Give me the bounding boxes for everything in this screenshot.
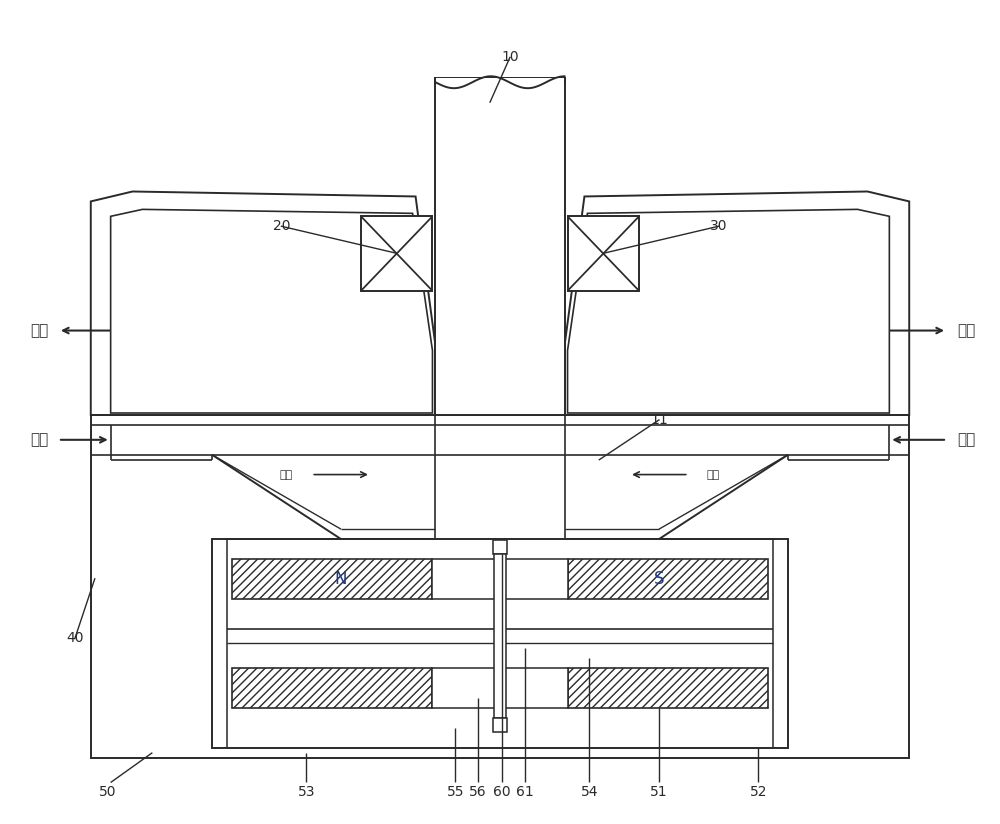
Text: 53: 53 bbox=[298, 785, 315, 799]
Polygon shape bbox=[433, 63, 567, 77]
Text: S: S bbox=[654, 570, 664, 588]
Polygon shape bbox=[493, 540, 507, 554]
Polygon shape bbox=[91, 415, 909, 757]
Polygon shape bbox=[212, 539, 788, 747]
Text: 20: 20 bbox=[273, 219, 290, 233]
Text: 10: 10 bbox=[501, 50, 519, 64]
Polygon shape bbox=[565, 191, 909, 415]
Text: 55: 55 bbox=[447, 785, 464, 799]
Text: 出水: 出水 bbox=[957, 323, 975, 338]
Text: 进水: 进水 bbox=[957, 433, 975, 447]
Polygon shape bbox=[232, 668, 432, 708]
Text: 水压: 水压 bbox=[280, 470, 293, 480]
Text: 54: 54 bbox=[581, 785, 598, 799]
Text: 56: 56 bbox=[469, 785, 487, 799]
Text: 30: 30 bbox=[710, 219, 727, 233]
Polygon shape bbox=[232, 559, 432, 599]
Polygon shape bbox=[568, 668, 768, 708]
Polygon shape bbox=[432, 668, 568, 708]
Polygon shape bbox=[568, 209, 889, 413]
Text: 50: 50 bbox=[99, 785, 116, 799]
Text: 11: 11 bbox=[650, 413, 668, 427]
Text: 进水: 进水 bbox=[30, 433, 48, 447]
Text: N: N bbox=[335, 570, 347, 588]
Polygon shape bbox=[494, 554, 506, 718]
Polygon shape bbox=[435, 77, 565, 415]
Text: 60: 60 bbox=[493, 785, 511, 799]
Text: 40: 40 bbox=[66, 631, 84, 645]
Polygon shape bbox=[361, 217, 432, 291]
Polygon shape bbox=[568, 217, 639, 291]
Text: 水压: 水压 bbox=[707, 470, 720, 480]
Polygon shape bbox=[91, 191, 435, 415]
Polygon shape bbox=[111, 209, 432, 413]
Polygon shape bbox=[568, 559, 768, 599]
Polygon shape bbox=[432, 559, 568, 599]
Text: 52: 52 bbox=[749, 785, 767, 799]
Text: 出水: 出水 bbox=[30, 323, 48, 338]
Text: 51: 51 bbox=[650, 785, 668, 799]
Text: 61: 61 bbox=[516, 785, 534, 799]
Polygon shape bbox=[493, 718, 507, 732]
